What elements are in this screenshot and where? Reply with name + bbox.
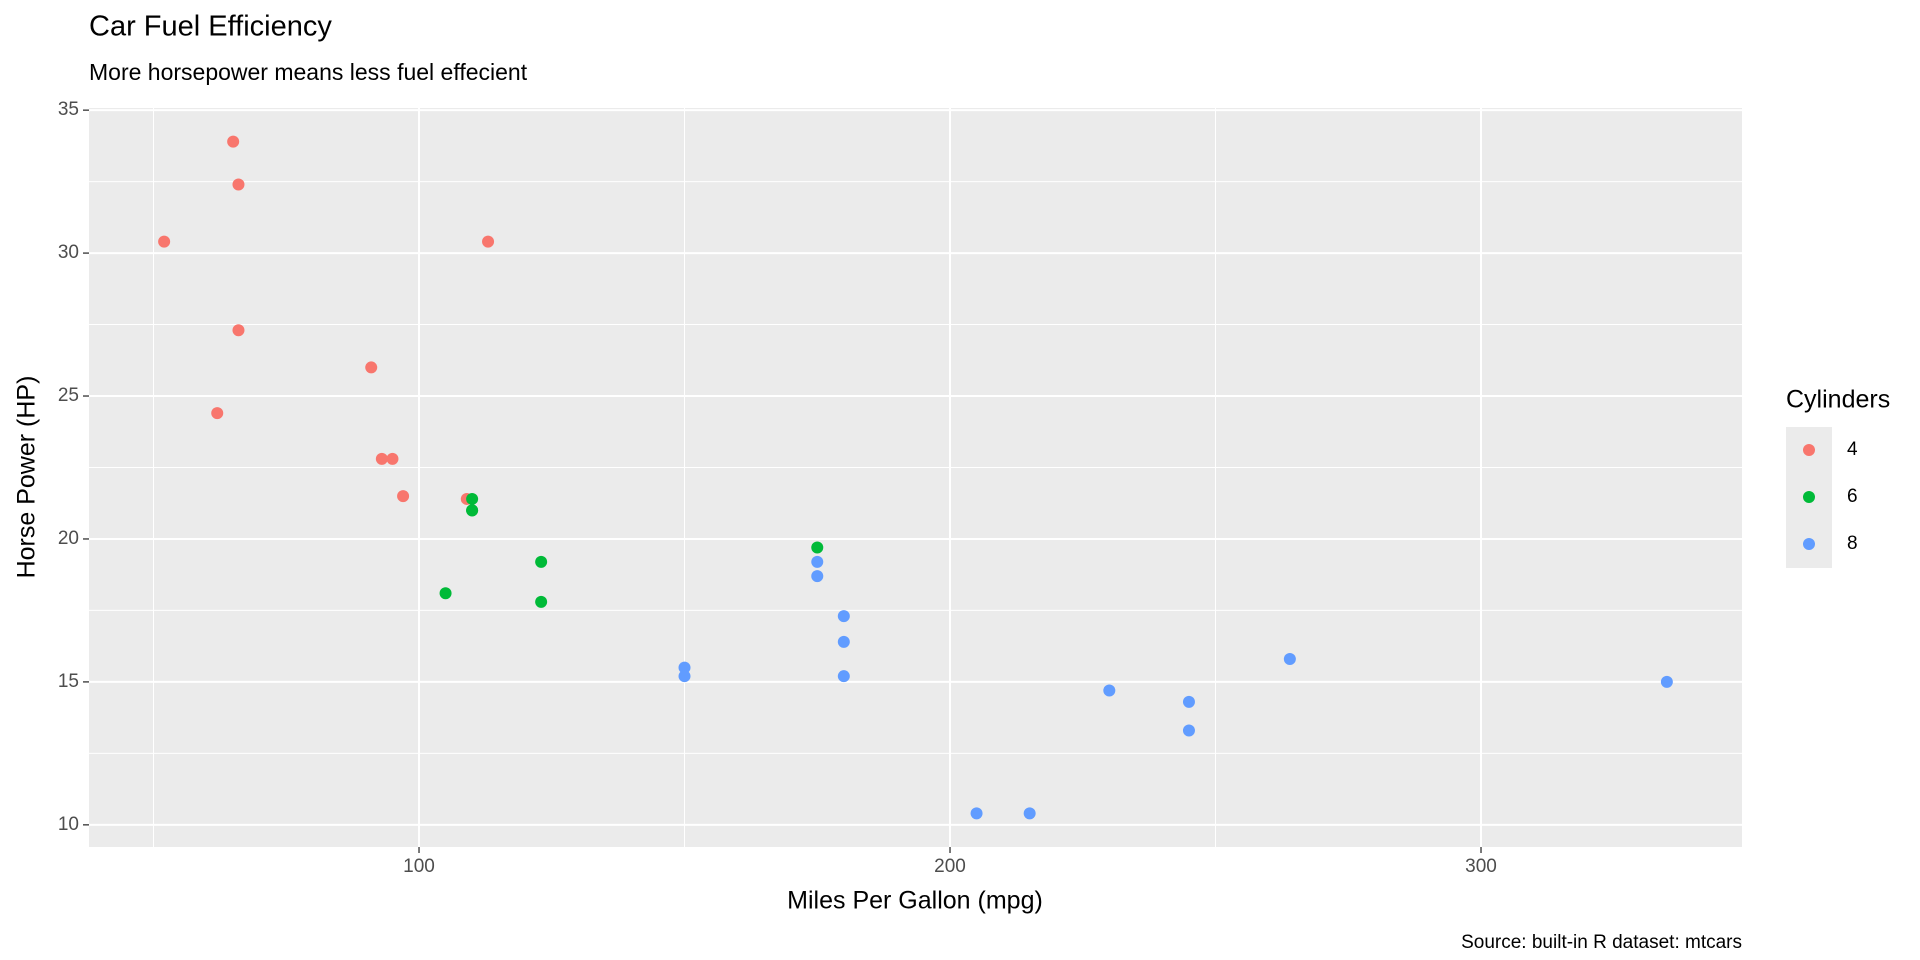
y-tick-label: 25 — [58, 385, 79, 406]
point — [397, 490, 410, 503]
point — [1103, 684, 1116, 697]
y-tick-label: 35 — [58, 99, 79, 120]
point — [466, 504, 479, 517]
legend-label: 8 — [1847, 533, 1858, 554]
chart-title: Car Fuel Efficiency — [89, 11, 332, 43]
y-tick-label: 20 — [58, 528, 79, 549]
legend-marker — [1803, 491, 1815, 503]
point — [837, 670, 850, 683]
legend-label: 4 — [1847, 439, 1858, 460]
point — [678, 661, 691, 674]
point — [811, 555, 824, 568]
point — [970, 807, 983, 820]
point — [227, 135, 240, 148]
point — [1182, 695, 1195, 708]
point — [811, 570, 824, 583]
point — [1283, 653, 1296, 666]
chart-subtitle: More horsepower means less fuel effecien… — [89, 59, 528, 85]
x-tick-label: 300 — [1465, 856, 1497, 877]
point — [232, 178, 245, 191]
point — [439, 587, 452, 600]
point — [365, 361, 378, 374]
legend-marker — [1803, 538, 1815, 550]
point — [1182, 724, 1195, 737]
point — [1660, 675, 1673, 688]
point — [386, 452, 399, 465]
point — [375, 452, 388, 465]
x-axis-title: Miles Per Gallon (mpg) — [787, 887, 1043, 915]
point — [535, 555, 548, 568]
point — [1023, 807, 1036, 820]
y-tick-label: 30 — [58, 242, 79, 263]
y-axis-title: Horse Power (HP) — [13, 376, 41, 579]
point — [158, 235, 171, 248]
point — [482, 235, 495, 248]
point — [232, 324, 245, 337]
point — [811, 541, 824, 554]
x-tick-label: 200 — [934, 856, 966, 877]
plot-panel — [89, 108, 1742, 847]
y-tick-label: 15 — [58, 671, 79, 692]
point — [211, 407, 224, 420]
point — [466, 492, 479, 505]
y-tick-label: 10 — [58, 814, 79, 835]
legend-label: 6 — [1847, 486, 1858, 507]
x-tick-label: 100 — [403, 856, 435, 877]
point — [678, 670, 691, 683]
point — [837, 635, 850, 648]
point — [535, 595, 548, 608]
point — [837, 610, 850, 623]
legend-title: Cylinders — [1786, 386, 1890, 414]
legend-marker — [1803, 444, 1815, 456]
caption: Source: built-in R dataset: mtcars — [1461, 932, 1742, 953]
